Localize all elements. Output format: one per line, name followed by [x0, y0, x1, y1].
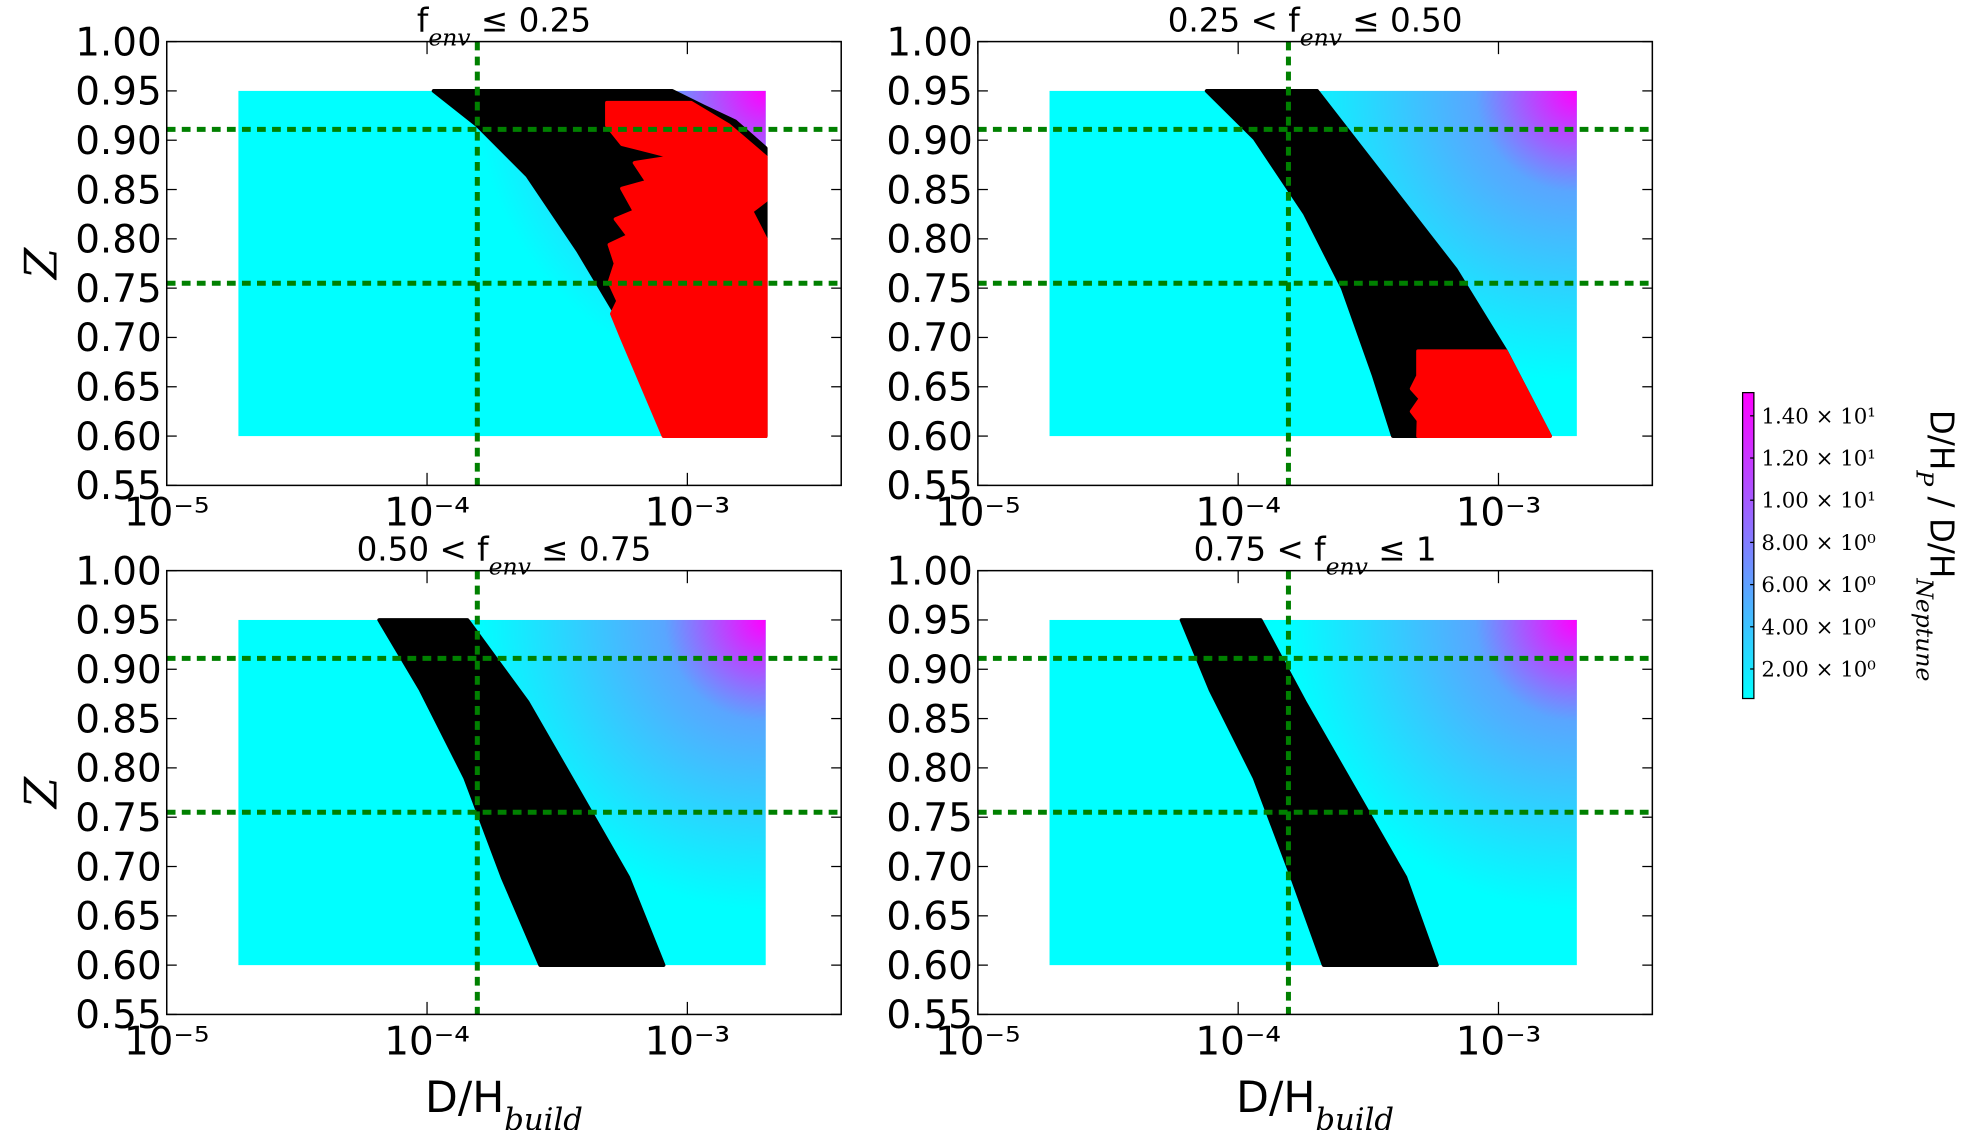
text-part: 0.25 < f: [1168, 2, 1302, 40]
axes-frame: [977, 569, 1654, 1016]
x-tick-label: 10⁻⁴: [384, 491, 470, 536]
colorbar-tick-label: 2.00 × 10⁰: [1761, 658, 1875, 683]
y-tick-label: 0.95: [75, 599, 162, 644]
y-tick-label: 0.60: [886, 415, 973, 460]
colorbar-tick-label: 6.00 × 10⁰: [1761, 573, 1875, 598]
text-part: / D/H: [1923, 486, 1961, 578]
y-tick-label: 1.00: [75, 20, 162, 65]
text-part: build: [1315, 1103, 1394, 1130]
y-axis-label: Z: [14, 776, 67, 810]
colorbar-tick-label: 1.40 × 10¹: [1761, 404, 1875, 429]
x-tick-label: 10⁻³: [1456, 491, 1542, 536]
text-part: env: [1326, 553, 1368, 581]
y-tick-label: 0.70: [75, 316, 162, 361]
x-tick-label: 10⁻⁴: [1195, 491, 1281, 536]
colorbar-tick-label: 1.00 × 10¹: [1761, 489, 1875, 514]
solution-region: [1409, 349, 1552, 438]
x-tick-label: 10⁻³: [645, 1020, 731, 1065]
x-axis-label: D/Hbuild: [1236, 1073, 1394, 1130]
y-tick-label: 0.55: [75, 464, 162, 509]
y-tick-label: 0.65: [886, 366, 973, 411]
x-tick-label: 10⁻⁵: [124, 1020, 210, 1065]
y-tick-label: 0.90: [886, 119, 973, 164]
x-axis-label: D/Hbuild: [425, 1073, 583, 1130]
x-tick-label: 10⁻⁴: [1195, 1020, 1281, 1065]
text-part: f: [417, 2, 430, 40]
y-tick-label: 0.80: [886, 218, 973, 263]
solution-region: [377, 618, 666, 968]
y-tick-label: 0.80: [886, 747, 973, 792]
panel-title: 0.75 < fenv ≤ 1: [1194, 531, 1437, 581]
y-tick-label: 1.00: [886, 549, 973, 594]
y-tick-label: 0.65: [886, 895, 973, 940]
y-tick-label: 0.70: [886, 316, 973, 361]
text-part: D/H: [1236, 1073, 1315, 1123]
text-part: ≤ 0.75: [531, 531, 652, 569]
solution-region: [1179, 618, 1439, 968]
y-tick-label: 0.60: [886, 944, 973, 989]
panel-title: 0.25 < fenv ≤ 0.50: [1168, 2, 1463, 52]
axes-frame: [977, 40, 1654, 487]
text-part: D/H: [425, 1073, 504, 1123]
y-axis-label: Z: [14, 247, 67, 281]
y-tick-label: 0.95: [886, 70, 973, 115]
y-tick-label: 0.60: [75, 944, 162, 989]
y-tick-label: 0.95: [75, 70, 162, 115]
y-tick-label: 0.90: [886, 648, 973, 693]
y-tick-label: 0.80: [75, 747, 162, 792]
axes-frame: [165, 569, 842, 1016]
y-tick-label: 0.90: [75, 648, 162, 693]
axes-frame: [165, 40, 842, 487]
y-tick-label: 0.85: [75, 168, 162, 213]
y-tick-label: 0.65: [75, 366, 162, 411]
text-part: ≤ 0.25: [471, 2, 592, 40]
text-part: D/H: [1923, 410, 1961, 471]
text-part: env: [489, 553, 531, 581]
y-tick-label: 0.95: [886, 599, 973, 644]
y-tick-label: 0.60: [75, 415, 162, 460]
text-part: P: [1911, 469, 1939, 487]
y-tick-label: 0.55: [886, 993, 973, 1038]
colorbar-tick-label: 4.00 × 10⁰: [1761, 615, 1875, 640]
text-part: 0.75 < f: [1194, 531, 1328, 569]
text-part: 0.50 < f: [357, 531, 491, 569]
colorbar: [1741, 391, 1755, 700]
y-tick-label: 0.55: [886, 464, 973, 509]
text-part: Neptune: [1911, 577, 1939, 681]
x-tick-label: 10⁻⁵: [935, 491, 1021, 536]
colorbar-tick-label: 1.20 × 10¹: [1761, 447, 1875, 472]
x-tick-label: 10⁻³: [1456, 1020, 1542, 1065]
text-part: build: [504, 1103, 583, 1130]
y-tick-label: 0.65: [75, 895, 162, 940]
y-tick-label: 0.85: [75, 697, 162, 742]
y-tick-label: 0.55: [75, 993, 162, 1038]
text-part: ≤ 0.50: [1342, 2, 1463, 40]
y-tick-label: 1.00: [75, 549, 162, 594]
y-tick-label: 0.85: [886, 697, 973, 742]
y-tick-label: 0.70: [886, 845, 973, 890]
text-part: env: [428, 24, 470, 52]
y-tick-label: 0.80: [75, 218, 162, 263]
panel-title: 0.50 < fenv ≤ 0.75: [357, 531, 652, 581]
x-tick-label: 10⁻⁵: [935, 1020, 1021, 1065]
colorbar-label: D/HP / D/HNeptune: [1911, 410, 1961, 682]
y-tick-label: 0.75: [886, 267, 973, 312]
y-tick-label: 0.75: [75, 267, 162, 312]
x-tick-label: 10⁻³: [645, 491, 731, 536]
y-tick-label: 0.75: [75, 796, 162, 841]
y-tick-label: 0.75: [886, 796, 973, 841]
text-part: env: [1300, 24, 1342, 52]
x-tick-label: 10⁻⁵: [124, 491, 210, 536]
panel-title: fenv ≤ 0.25: [417, 2, 591, 52]
colorbar-tick-label: 8.00 × 10⁰: [1761, 531, 1875, 556]
y-tick-label: 1.00: [886, 20, 973, 65]
y-tick-label: 0.85: [886, 168, 973, 213]
x-tick-label: 10⁻⁴: [384, 1020, 470, 1065]
y-tick-label: 0.90: [75, 119, 162, 164]
y-tick-label: 0.70: [75, 845, 162, 890]
text-part: ≤ 1: [1368, 531, 1437, 569]
